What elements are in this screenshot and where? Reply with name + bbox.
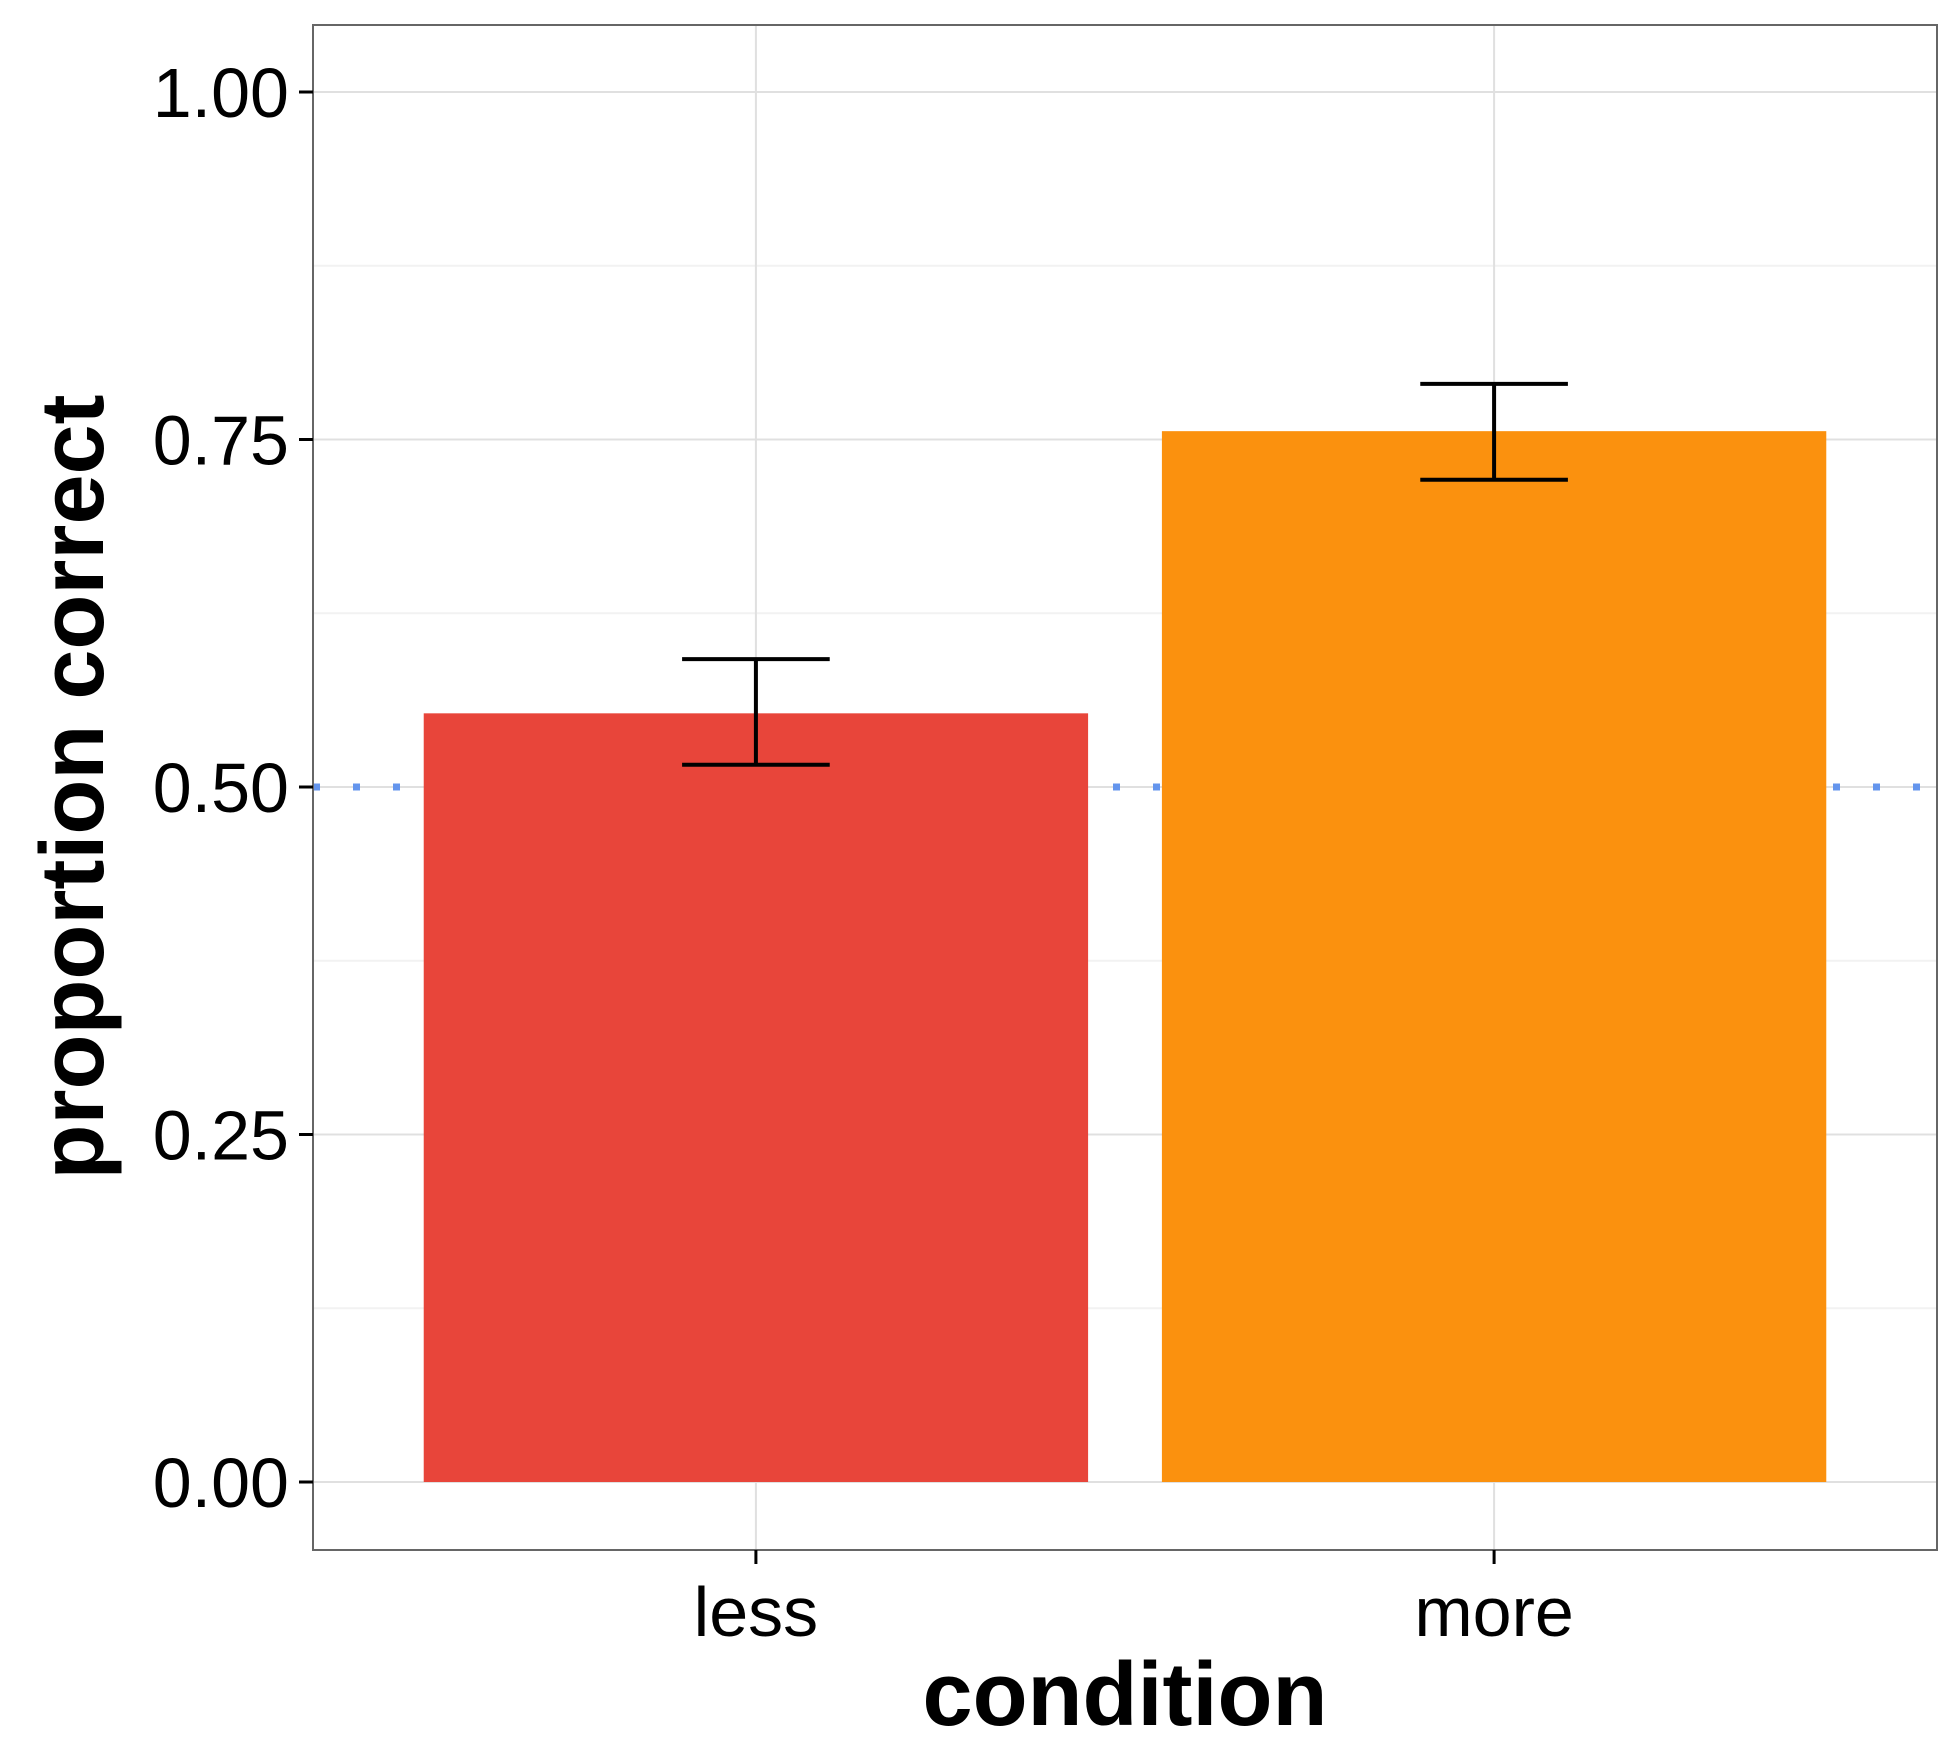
error-bar-more — [1420, 381, 1568, 482]
y-axis-title: proportion correct — [23, 394, 123, 1179]
error-bar-less — [682, 657, 830, 767]
x-axis: less more — [694, 1550, 1574, 1651]
x-tick-label-less: less — [694, 1573, 818, 1651]
y-tick-label: 0.25 — [153, 1097, 289, 1175]
y-axis: 0.00 0.25 0.50 0.75 1.00 — [153, 54, 313, 1522]
x-axis-title: condition — [923, 1645, 1328, 1745]
y-tick-label: 0.00 — [153, 1444, 289, 1522]
bar-more — [1161, 431, 1827, 1482]
bar-less — [423, 713, 1089, 1482]
y-tick-label: 0.75 — [153, 402, 289, 480]
bars — [423, 431, 1827, 1482]
y-tick-label: 0.50 — [153, 749, 289, 827]
y-tick-label: 1.00 — [153, 54, 289, 132]
error-bars — [682, 381, 1568, 767]
x-tick-label-more: more — [1414, 1573, 1573, 1651]
